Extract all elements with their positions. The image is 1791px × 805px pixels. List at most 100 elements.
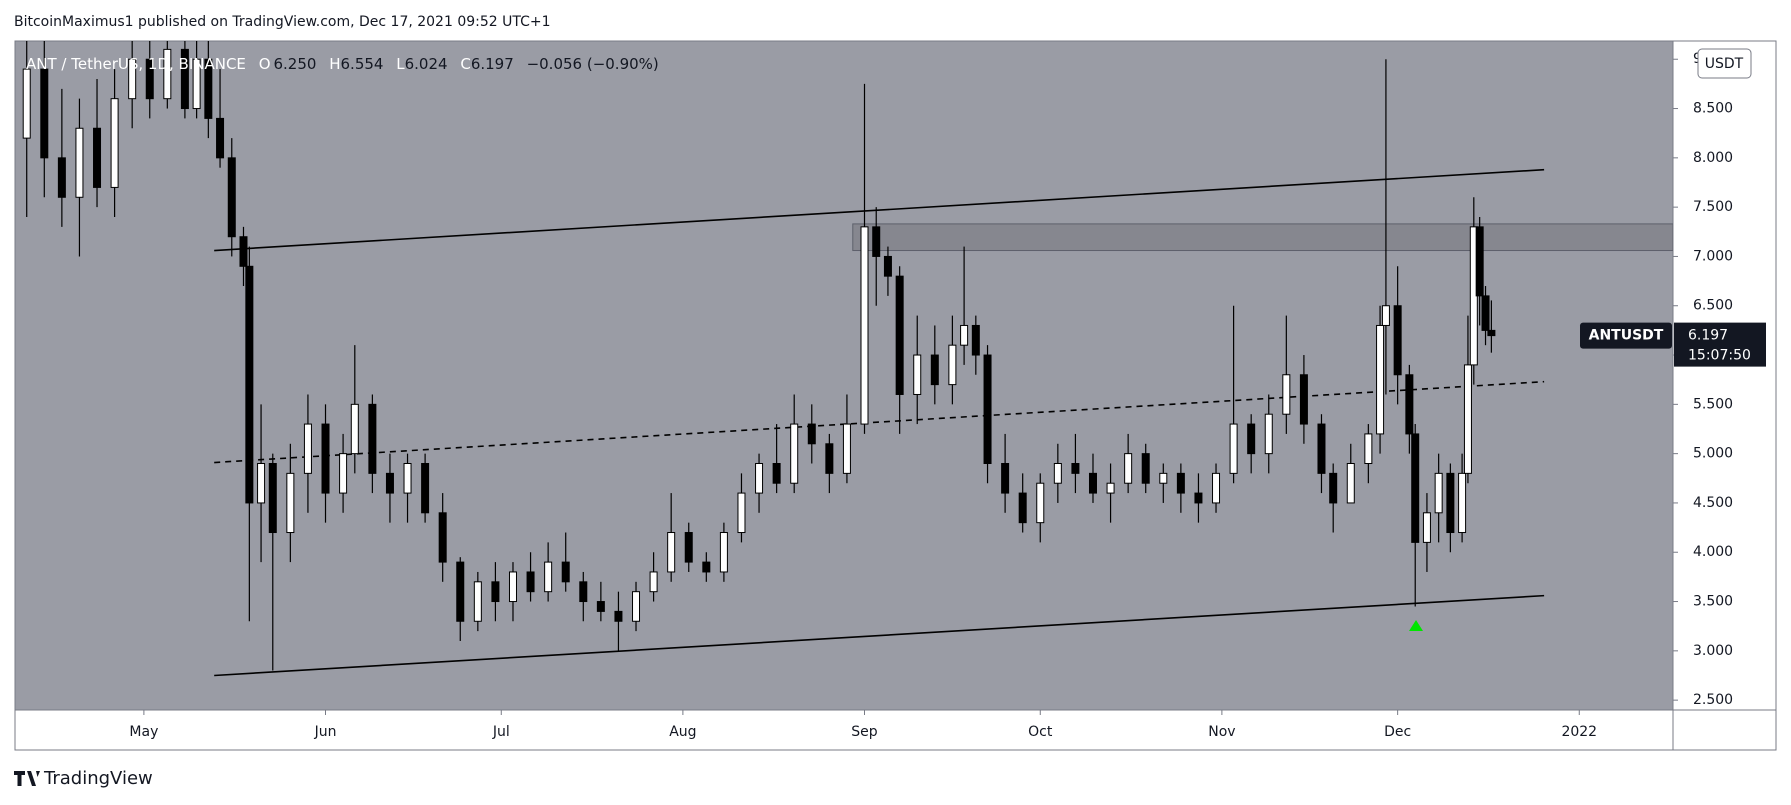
time-axis [15, 710, 1776, 750]
candle-body [257, 463, 266, 504]
candle-body [456, 561, 465, 622]
candle-body [204, 58, 213, 119]
candle-body [1422, 512, 1431, 543]
candle-body [1329, 472, 1338, 504]
candle-body [772, 463, 781, 484]
candle-body [1264, 413, 1273, 455]
legend-key: L [396, 55, 405, 73]
candle-body [1446, 472, 1455, 534]
candle-body [438, 512, 447, 563]
candle-body [1088, 472, 1097, 494]
y-tick-label: 4.500 [1693, 495, 1733, 511]
candle-body [1036, 482, 1045, 524]
x-tick-label: May [129, 724, 158, 740]
arrow-marker [1409, 620, 1423, 631]
symbol: ANT / TetherUS, 1D, BINANCE [26, 55, 246, 73]
candle-body [1346, 463, 1355, 504]
candle-body [860, 226, 869, 425]
candle-body [268, 463, 277, 534]
x-tick-label: 2022 [1561, 724, 1597, 740]
candle-body [1458, 472, 1467, 534]
candle-body [1364, 433, 1373, 465]
legend: ANT / TetherUS, 1D, BINANCE O 6.250 H6.55… [26, 55, 659, 73]
candle-body [1487, 329, 1496, 337]
candle-body [930, 354, 939, 386]
y-tick-label: 8.000 [1693, 150, 1733, 166]
candle-body [1282, 374, 1291, 415]
candle-body [93, 127, 102, 188]
legend-value: 6.250 [274, 55, 317, 73]
candle-body [807, 423, 816, 445]
candle-body [421, 463, 430, 514]
candle-body [110, 98, 119, 188]
candle-body [948, 344, 957, 386]
candle-body [40, 68, 49, 159]
candle-body [1475, 226, 1484, 297]
legend-value: 6.197 [471, 55, 514, 73]
candle-body [719, 532, 728, 573]
y-tick-label: 3.500 [1693, 594, 1733, 610]
candle-body [632, 591, 641, 622]
candle-body [1229, 423, 1238, 474]
candle-body [614, 610, 623, 622]
candle-body [825, 443, 834, 474]
candle-body [145, 58, 154, 100]
trendline [214, 594, 1545, 677]
candle-body [1159, 472, 1168, 484]
currency: USDT [1705, 56, 1744, 72]
candle-body [473, 581, 482, 622]
frame [14, 40, 1777, 751]
candle-body [1411, 433, 1420, 543]
y-tick-label: 7.000 [1693, 248, 1733, 264]
x-tick-label: Jun [314, 724, 337, 740]
axes: 2.5003.0003.5004.0004.5005.0005.5006.000… [129, 51, 1766, 740]
candle-body [579, 581, 588, 603]
candle-body [667, 532, 676, 573]
legend-key: O [259, 55, 271, 73]
y-tick-label: 5.000 [1693, 446, 1733, 462]
candle-body [1124, 453, 1133, 484]
candle-body [1001, 463, 1010, 494]
candle-body [895, 275, 904, 395]
candle-body [1212, 472, 1221, 504]
candle-body [872, 226, 881, 257]
candle-body [1376, 324, 1385, 435]
x-tick-label: Jul [492, 724, 510, 740]
candle-body [22, 68, 31, 139]
candle-body [368, 403, 377, 474]
resistance-zone [852, 223, 1673, 252]
x-tick-label: Oct [1028, 724, 1053, 740]
brand: TradingView [43, 768, 153, 789]
x-tick-label: Sep [851, 724, 878, 740]
trendline [214, 380, 1545, 464]
candle-body [245, 265, 254, 504]
x-tick-label: Nov [1208, 724, 1235, 740]
candle-body [321, 423, 330, 494]
candle-body [180, 48, 189, 110]
candle-body [790, 423, 799, 484]
candle-body [1141, 453, 1150, 484]
currency-badge[interactable] [1697, 48, 1752, 79]
candle-body [1053, 463, 1062, 484]
candle-body [1393, 305, 1402, 376]
x-tick-label: Dec [1384, 724, 1411, 740]
candle-body [350, 403, 359, 455]
candle-body [544, 561, 553, 593]
symbol-tag-bg [1580, 322, 1672, 349]
candle-body [491, 581, 500, 603]
candle-body [227, 157, 236, 238]
candle-body [649, 571, 658, 593]
candle-body [1071, 463, 1080, 474]
candle-body [339, 453, 348, 494]
candle-body [128, 58, 137, 100]
y-tick-label: 4.000 [1693, 544, 1733, 560]
candle-body [1299, 374, 1308, 425]
countdown: 15:07:50 [1688, 348, 1751, 364]
candle-body [508, 571, 517, 603]
candle-body [526, 571, 535, 593]
candle-body [971, 324, 980, 356]
candle-body [1481, 295, 1490, 331]
candle-body [163, 48, 172, 100]
legend-value: 6.554 [341, 55, 384, 73]
